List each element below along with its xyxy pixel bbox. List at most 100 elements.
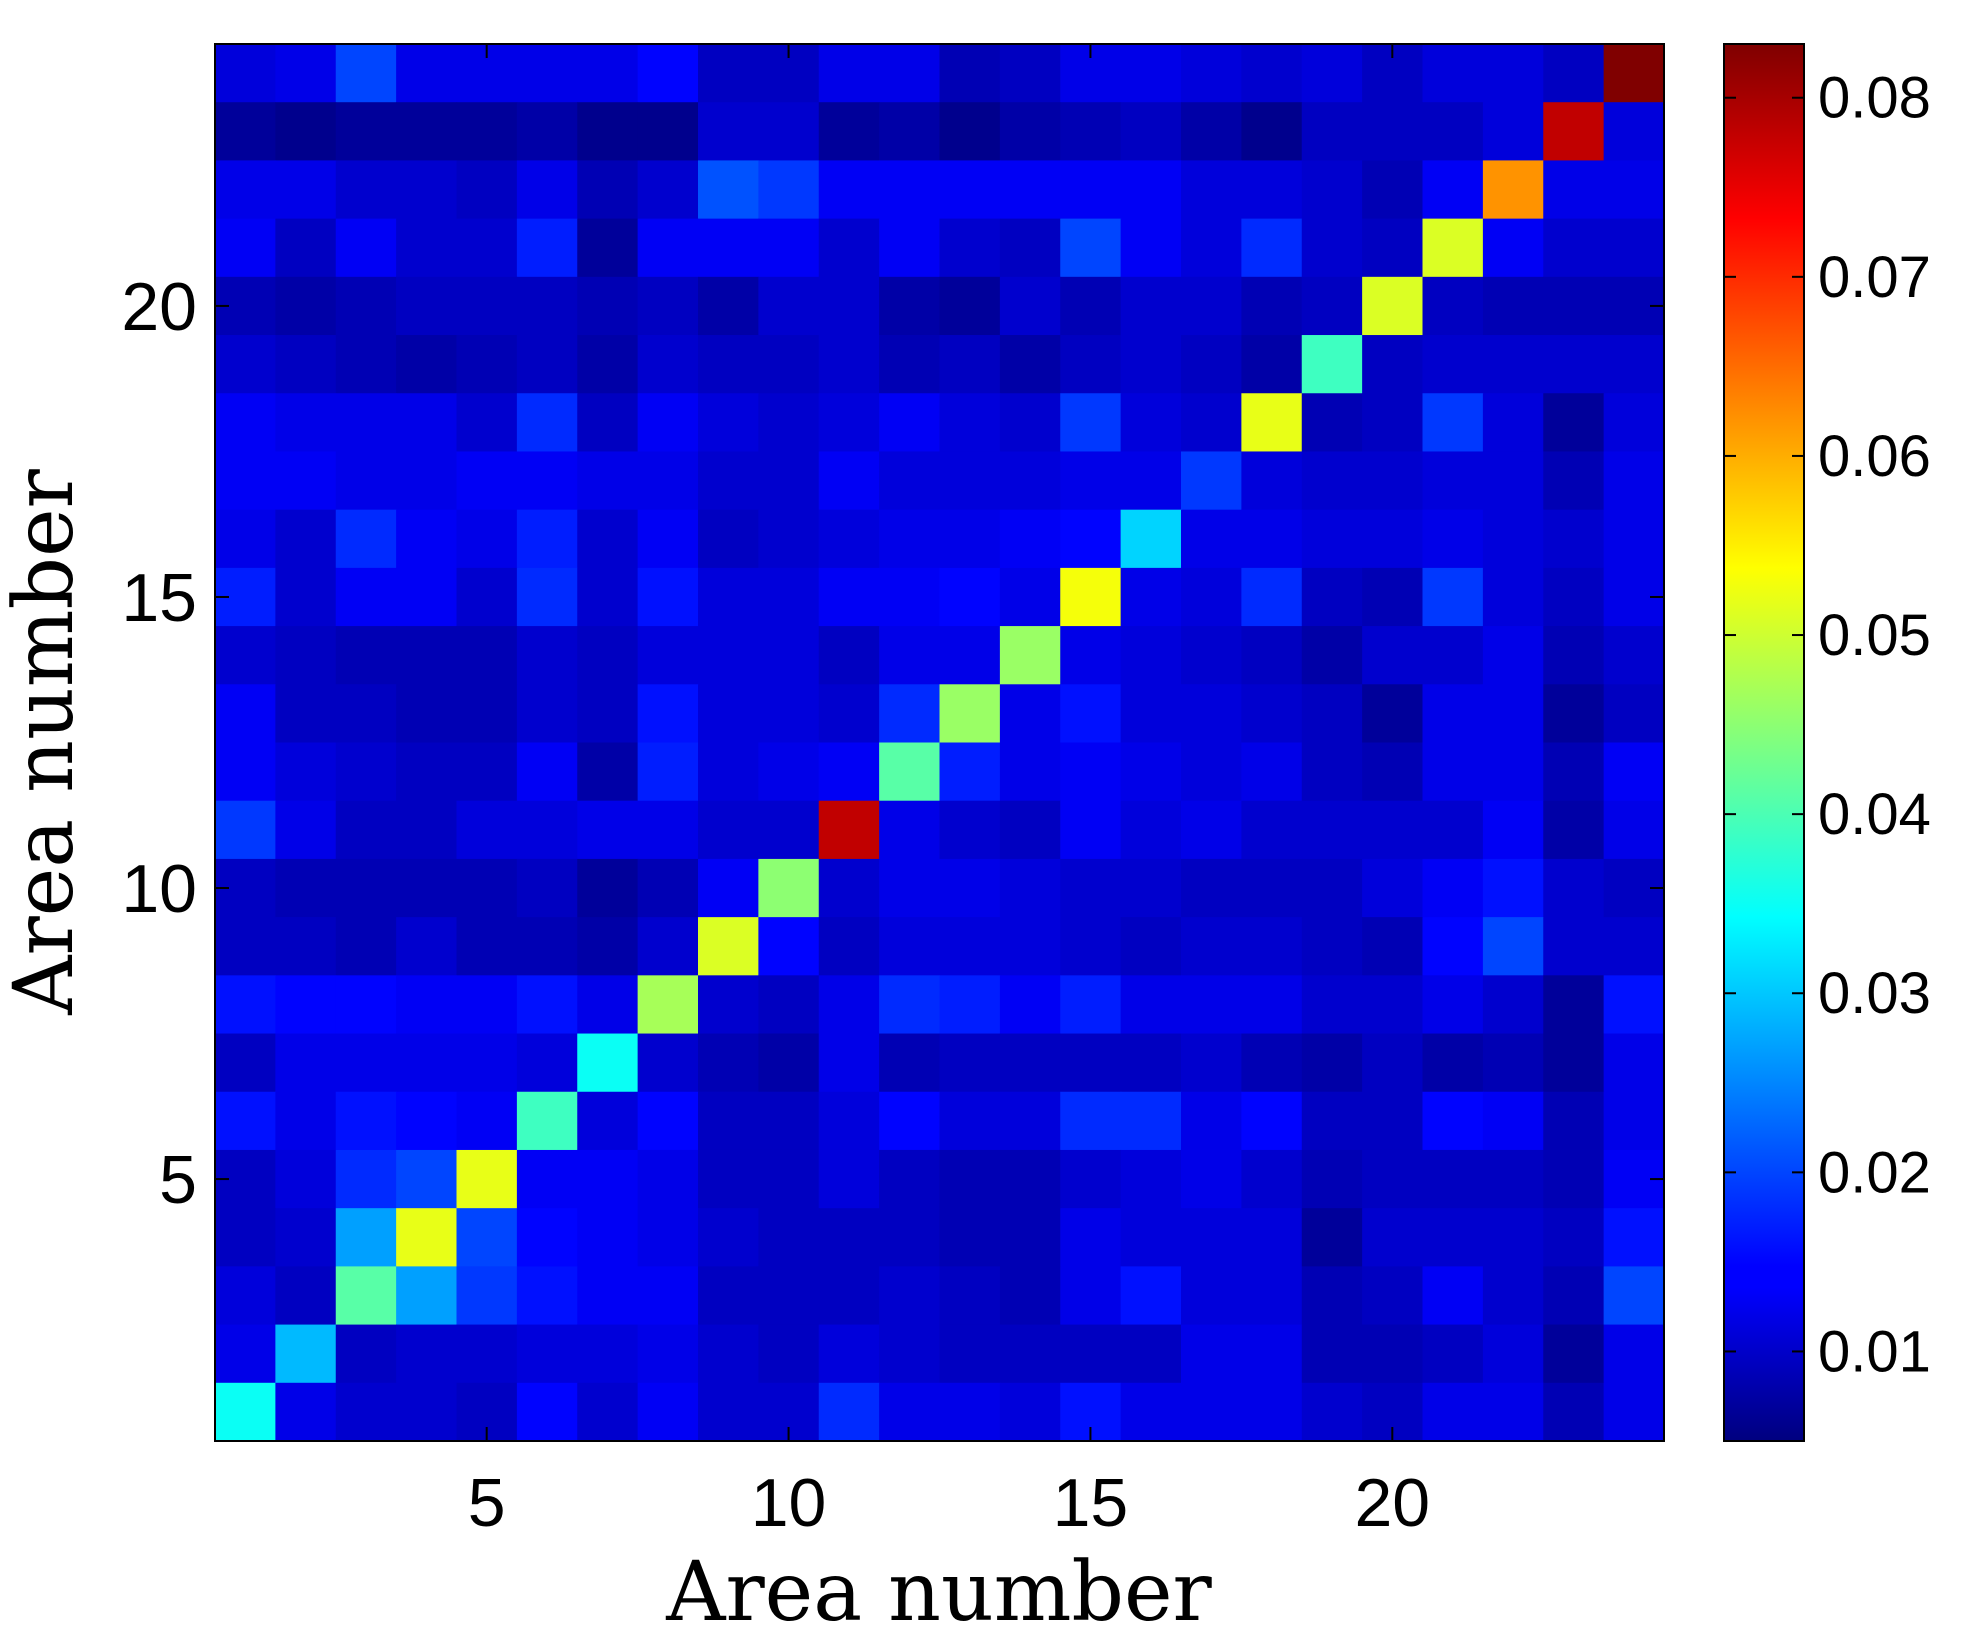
heatmap-cell-r4-c8 — [637, 1208, 699, 1267]
heatmap-cell-r16-c19 — [1301, 509, 1363, 569]
heatmap-cell-r22-c15 — [1060, 160, 1122, 220]
heatmap-cell-r20-c9 — [698, 276, 759, 336]
heatmap-cell-r7-c16 — [1120, 1033, 1182, 1093]
heatmap-cell-r19-c15 — [1060, 335, 1122, 394]
heatmap-cell-r14-c12 — [879, 626, 941, 685]
heatmap-cell-r17-c4 — [396, 451, 458, 511]
heatmap-cell-r11-c13 — [939, 800, 1001, 860]
heatmap-cell-r21-c10 — [758, 218, 820, 278]
heatmap-cell-r9-c4 — [396, 917, 458, 976]
heatmap-cell-r18-c6 — [516, 393, 578, 453]
heatmap-cell-r6-c4 — [396, 1091, 458, 1151]
heatmap-cell-r10-c18 — [1241, 858, 1303, 918]
heatmap-cell-r14-c1 — [215, 626, 276, 685]
heatmap-cell-r17-c16 — [1120, 451, 1182, 511]
heatmap-cell-r5-c13 — [939, 1149, 1001, 1209]
heatmap-cell-r4-c5 — [456, 1208, 518, 1267]
heatmap-cell-r11-c11 — [818, 800, 880, 860]
heatmap-cell-r7-c15 — [1060, 1033, 1122, 1093]
heatmap-cell-r10-c19 — [1301, 858, 1363, 918]
heatmap-cell-r22-c6 — [516, 160, 578, 220]
heatmap-cell-r7-c10 — [758, 1033, 820, 1093]
heatmap-cell-r23-c16 — [1120, 102, 1182, 162]
heatmap-cell-r9-c8 — [637, 917, 699, 976]
heatmap-cell-r9-c5 — [456, 917, 518, 976]
heatmap-cell-r13-c11 — [818, 684, 880, 744]
heatmap-cell-r13-c6 — [516, 684, 578, 744]
heatmap-cell-r14-c10 — [758, 626, 820, 685]
heatmap-cell-r3-c12 — [879, 1266, 941, 1326]
heatmap-cell-r14-c4 — [396, 626, 458, 685]
heatmap-cell-r24-c13 — [939, 44, 1001, 103]
heatmap-cell-r24-c23 — [1543, 44, 1605, 103]
heatmap-cell-r12-c5 — [456, 742, 518, 802]
heatmap-cell-r24-c22 — [1482, 44, 1544, 103]
heatmap-cell-r8-c14 — [999, 975, 1061, 1035]
heatmap-cell-r11-c4 — [396, 800, 458, 860]
heatmap-cell-r8-c20 — [1362, 975, 1424, 1035]
heatmap-cell-r15-c20 — [1362, 567, 1424, 627]
heatmap-cell-r23-c14 — [999, 102, 1061, 162]
heatmap-cell-r21-c4 — [396, 218, 458, 278]
heatmap-cell-r22-c17 — [1181, 160, 1242, 220]
heatmap-cell-r11-c12 — [879, 800, 941, 860]
heatmap-cell-r2-c9 — [698, 1324, 759, 1384]
heatmap-cell-r3-c11 — [818, 1266, 880, 1326]
heatmap-cell-r12-c23 — [1543, 742, 1605, 802]
heatmap-cell-r11-c17 — [1181, 800, 1242, 860]
colorbar-tick-label: 0.01 — [1818, 1319, 1931, 1384]
heatmap-cell-r7-c14 — [999, 1033, 1061, 1093]
heatmap-cell-r16-c16 — [1120, 509, 1182, 569]
heatmap-cell-r23-c9 — [698, 102, 759, 162]
heatmap-cell-r16-c9 — [698, 509, 759, 569]
heatmap-cell-r16-c13 — [939, 509, 1001, 569]
heatmap-cell-r18-c12 — [879, 393, 941, 453]
heatmap-cell-r11-c14 — [999, 800, 1061, 860]
heatmap-cell-r19-c22 — [1482, 335, 1544, 394]
heatmap-cell-r11-c2 — [275, 800, 337, 860]
heatmap-cell-r12-c13 — [939, 742, 1001, 802]
heatmap-cell-r14-c2 — [275, 626, 337, 685]
heatmap-cell-r10-c23 — [1543, 858, 1605, 918]
heatmap-cell-r1-c21 — [1422, 1382, 1484, 1442]
heatmap-cell-r8-c12 — [879, 975, 941, 1035]
heatmap-cell-r4-c6 — [516, 1208, 578, 1267]
plot-frame — [214, 43, 1665, 1442]
heatmap-cell-r18-c9 — [698, 393, 759, 453]
heatmap-cell-r7-c1 — [215, 1033, 276, 1093]
heatmap-cell-r14-c7 — [577, 626, 639, 685]
heatmap-cell-r19-c2 — [275, 335, 337, 394]
heatmap-cell-r8-c5 — [456, 975, 518, 1035]
heatmap-cell-r16-c20 — [1362, 509, 1424, 569]
heatmap-cell-r2-c20 — [1362, 1324, 1424, 1384]
heatmap-cell-r15-c23 — [1543, 567, 1605, 627]
heatmap-cell-r1-c13 — [939, 1382, 1001, 1442]
heatmap-cell-r20-c2 — [275, 276, 337, 336]
heatmap-cell-r15-c6 — [516, 567, 578, 627]
heatmap-cell-r1-c22 — [1482, 1382, 1544, 1442]
heatmap-cell-r7-c23 — [1543, 1033, 1605, 1093]
heatmap-cell-r12-c21 — [1422, 742, 1484, 802]
heatmap-cell-r3-c4 — [396, 1266, 458, 1326]
heatmap-cell-r6-c10 — [758, 1091, 820, 1151]
heatmap-cell-r9-c21 — [1422, 917, 1484, 976]
heatmap-cell-r10-c14 — [999, 858, 1061, 918]
heatmap-cell-r3-c15 — [1060, 1266, 1122, 1326]
heatmap-cell-r4-c3 — [335, 1208, 397, 1267]
heatmap-cell-r13-c2 — [275, 684, 337, 744]
heatmap-cell-r23-c2 — [275, 102, 337, 162]
heatmap-cell-r2-c3 — [335, 1324, 397, 1384]
heatmap-cell-r8-c11 — [818, 975, 880, 1035]
heatmap-cell-r2-c12 — [879, 1324, 941, 1384]
heatmap-cell-r4-c21 — [1422, 1208, 1484, 1267]
heatmap-cell-r7-c18 — [1241, 1033, 1303, 1093]
heatmap-cell-r6-c11 — [818, 1091, 880, 1151]
heatmap-cell-r10-c22 — [1482, 858, 1544, 918]
heatmap-cell-r1-c1 — [215, 1382, 276, 1442]
heatmap-cell-r19-c16 — [1120, 335, 1182, 394]
heatmap-cell-r2-c23 — [1543, 1324, 1605, 1384]
heatmap-cells — [215, 44, 1665, 1442]
heatmap-cell-r3-c9 — [698, 1266, 759, 1326]
heatmap-cell-r6-c6 — [516, 1091, 578, 1151]
heatmap-cell-r13-c5 — [456, 684, 518, 744]
